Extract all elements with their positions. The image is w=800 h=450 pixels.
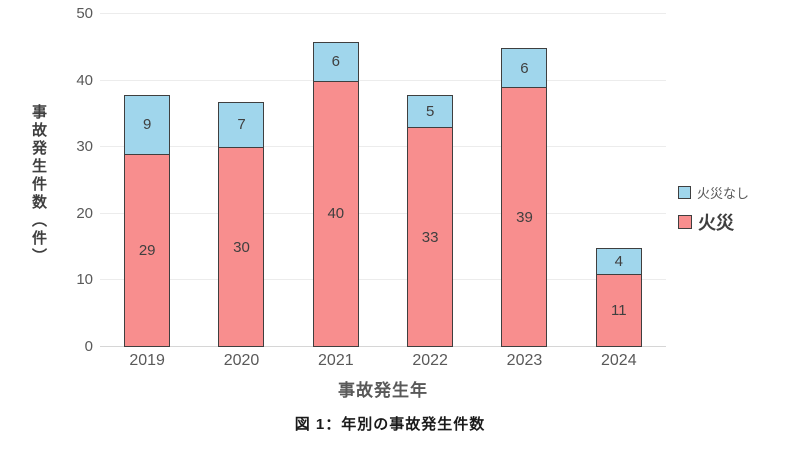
bar-slot: 6 40 (289, 14, 383, 347)
bar-value-label: 11 (611, 301, 627, 319)
x-tick-label-2023: 2023 (506, 352, 543, 369)
bar-segment-no-fire: 6 (501, 48, 548, 89)
bar-value-label: 7 (237, 116, 246, 134)
y-tick-label: 10 (76, 271, 93, 289)
gridline (100, 79, 666, 81)
bar-segment-no-fire: 7 (218, 101, 265, 149)
bar-value-label: 30 (233, 238, 250, 256)
bar-slot: 7 30 (194, 14, 288, 347)
figure-caption: 図 1：年別の事故発生件数 (294, 416, 486, 433)
bar-segment-no-fire: 6 (312, 41, 359, 82)
bar-value-label: 39 (516, 208, 533, 226)
bar-segment-no-fire: 9 (124, 94, 171, 155)
bar-value-label: 9 (142, 116, 152, 134)
bar-segment-no-fire: 4 (595, 248, 642, 275)
y-tick-label: 0 (84, 338, 93, 355)
x-tick-label-2019: 2019 (129, 352, 165, 369)
bar-segment-fire: 40 (312, 80, 359, 347)
gridline (100, 146, 666, 148)
y-tick-label: 50 (76, 5, 93, 22)
bar-value-label: 5 (425, 103, 435, 121)
bar-segment-fire: 11 (595, 273, 642, 347)
bar-value-label: 33 (421, 228, 439, 246)
legend-item-fire: 火災 (678, 209, 749, 235)
bar-value-label: 29 (138, 241, 156, 259)
gridline (100, 13, 666, 14)
bar-slot: 6 39 (477, 14, 571, 347)
bar-value-label: 4 (614, 252, 623, 270)
no-fire-swatch-icon (678, 186, 691, 199)
bar-value-label: 40 (327, 205, 345, 223)
stacked-bar-2020: 7 30 (218, 101, 265, 347)
bar-segment-fire: 30 (218, 147, 265, 347)
bar-value-label: 6 (331, 53, 340, 71)
x-tick-label-2021: 2021 (318, 352, 354, 369)
stacked-bar-2024: 4 11 (595, 248, 642, 347)
bar-segment-fire: 29 (124, 153, 171, 347)
bar-segment-fire: 33 (407, 127, 454, 347)
y-axis-title: 事故発生件数（件） (30, 104, 47, 266)
stacked-bar-2019: 9 29 (124, 94, 171, 347)
stacked-bar-2021: 6 40 (312, 41, 359, 347)
bar-value-label: 6 (520, 59, 529, 77)
stacked-bar-2023: 6 39 (501, 48, 548, 347)
y-axis-tick-labels: 0 10 20 30 40 50 (53, 0, 93, 450)
bar-segment-fire: 39 (501, 87, 548, 347)
legend-label-fire: 火災 (698, 213, 734, 233)
fire-swatch-icon (678, 215, 692, 229)
x-axis-line (100, 346, 666, 347)
plot-area: 9 29 7 30 6 40 5 33 6 39 4 11 (100, 13, 666, 347)
x-axis-title: 事故発生年 (338, 381, 428, 400)
legend-label-no-fire: 火災なし (697, 186, 750, 201)
legend: 火災なし 火災 (678, 183, 749, 242)
y-tick-label: 20 (76, 204, 93, 222)
y-tick-label: 30 (76, 138, 93, 156)
x-tick-label-2022: 2022 (412, 352, 448, 369)
stacked-bar-2022: 5 33 (407, 94, 454, 347)
x-axis-tick-labels: 2019 2020 2021 2022 2023 2024 (100, 352, 666, 370)
x-tick-label-2020: 2020 (223, 352, 260, 369)
legend-item-no-fire: 火災なし (678, 183, 749, 202)
x-tick-label-2024: 2024 (601, 352, 637, 369)
gridline (100, 279, 666, 281)
bar-slot: 4 11 (572, 14, 666, 347)
bar-slot: 5 33 (383, 14, 477, 347)
gridline (100, 212, 666, 214)
y-tick-label: 40 (76, 71, 93, 89)
bars-layer: 9 29 7 30 6 40 5 33 6 39 4 11 (100, 14, 666, 347)
bar-segment-no-fire: 5 (407, 94, 454, 129)
bar-slot: 9 29 (100, 14, 194, 347)
